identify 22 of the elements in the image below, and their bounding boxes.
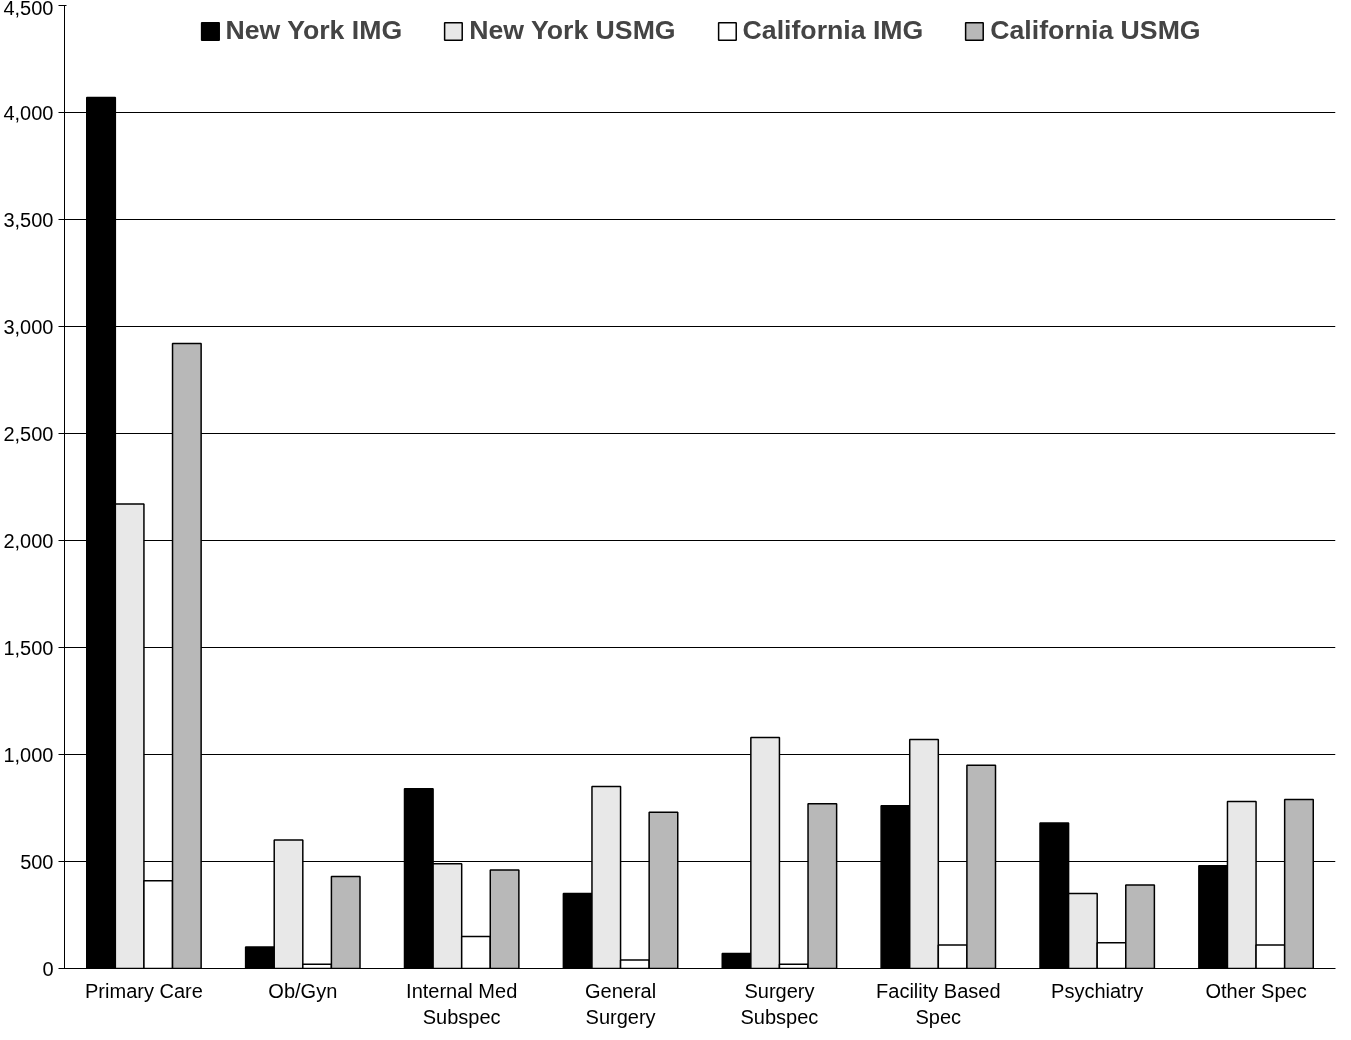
x-tick-label: Primary Care: [85, 979, 203, 1002]
legend-label: California USMG: [990, 15, 1201, 46]
x-tick-label: Psychiatry: [1051, 979, 1144, 1002]
y-tick-label: 4,500: [3, 0, 54, 19]
y-tick-label: 3,000: [3, 315, 54, 338]
y-tick-label: 2,000: [3, 529, 54, 552]
y-tick-label: 4,000: [3, 101, 54, 124]
legend-label: New York IMG: [225, 15, 403, 46]
x-tick-label: Ob/Gyn: [268, 979, 338, 1002]
y-tick-label: 0: [42, 957, 54, 980]
y-tick-label: 500: [20, 850, 54, 873]
y-tick-label: 2,500: [3, 422, 54, 445]
x-tick-label: Surgery Subspec: [740, 979, 819, 1028]
legend-label: New York USMG: [469, 15, 676, 46]
legend-label: California IMG: [742, 15, 924, 46]
y-tick-label: 1,500: [3, 636, 54, 659]
y-tick-label: 3,500: [3, 208, 54, 231]
y-tick-label: 1,000: [3, 743, 54, 766]
x-tick-label: General Surgery: [584, 979, 657, 1028]
x-tick-label: Other Spec: [1205, 979, 1307, 1002]
x-tick-label: Internal Med Subspec: [406, 979, 518, 1028]
x-tick-label: Facility Based Spec: [876, 979, 1001, 1028]
